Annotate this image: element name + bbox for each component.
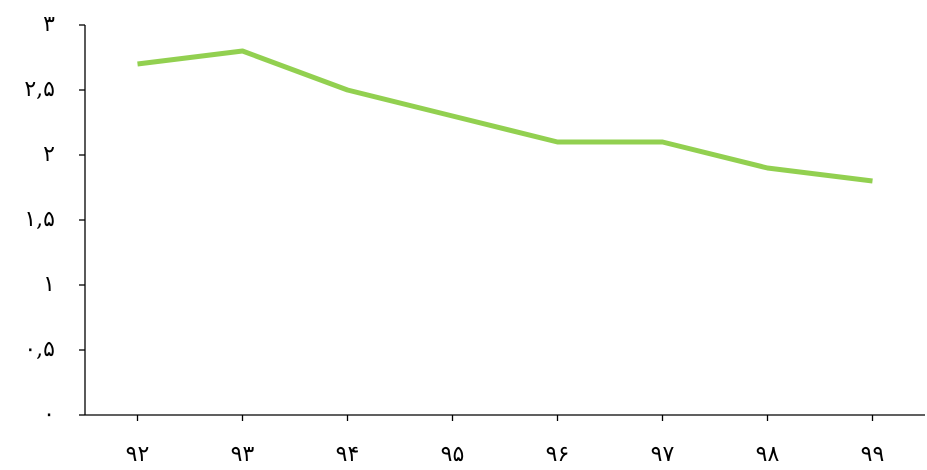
data-line (137, 48, 873, 184)
x-tick-label: ۹۹ (861, 442, 885, 467)
x-tick-label: ۹۳ (231, 442, 255, 467)
y-tick-label: ۳ (43, 12, 55, 37)
y-tick-label: ۰,۵ (24, 337, 55, 362)
x-tick-label: ۹۷ (651, 442, 675, 467)
y-tick-label: ۲,۵ (24, 77, 55, 102)
x-tick-label: ۹۲ (126, 442, 150, 467)
y-tick-label: ۰ (43, 402, 55, 427)
y-tick-label: ۱ (43, 272, 55, 297)
x-tick-label: ۹۵ (441, 442, 465, 467)
y-tick-label: ۲ (43, 142, 55, 167)
x-tick-label: ۹۴ (336, 442, 360, 467)
x-tick-label: ۹۸ (756, 442, 780, 467)
y-tick-label: ۱,۵ (24, 207, 55, 232)
x-tick-label: ۹۶ (546, 442, 570, 467)
